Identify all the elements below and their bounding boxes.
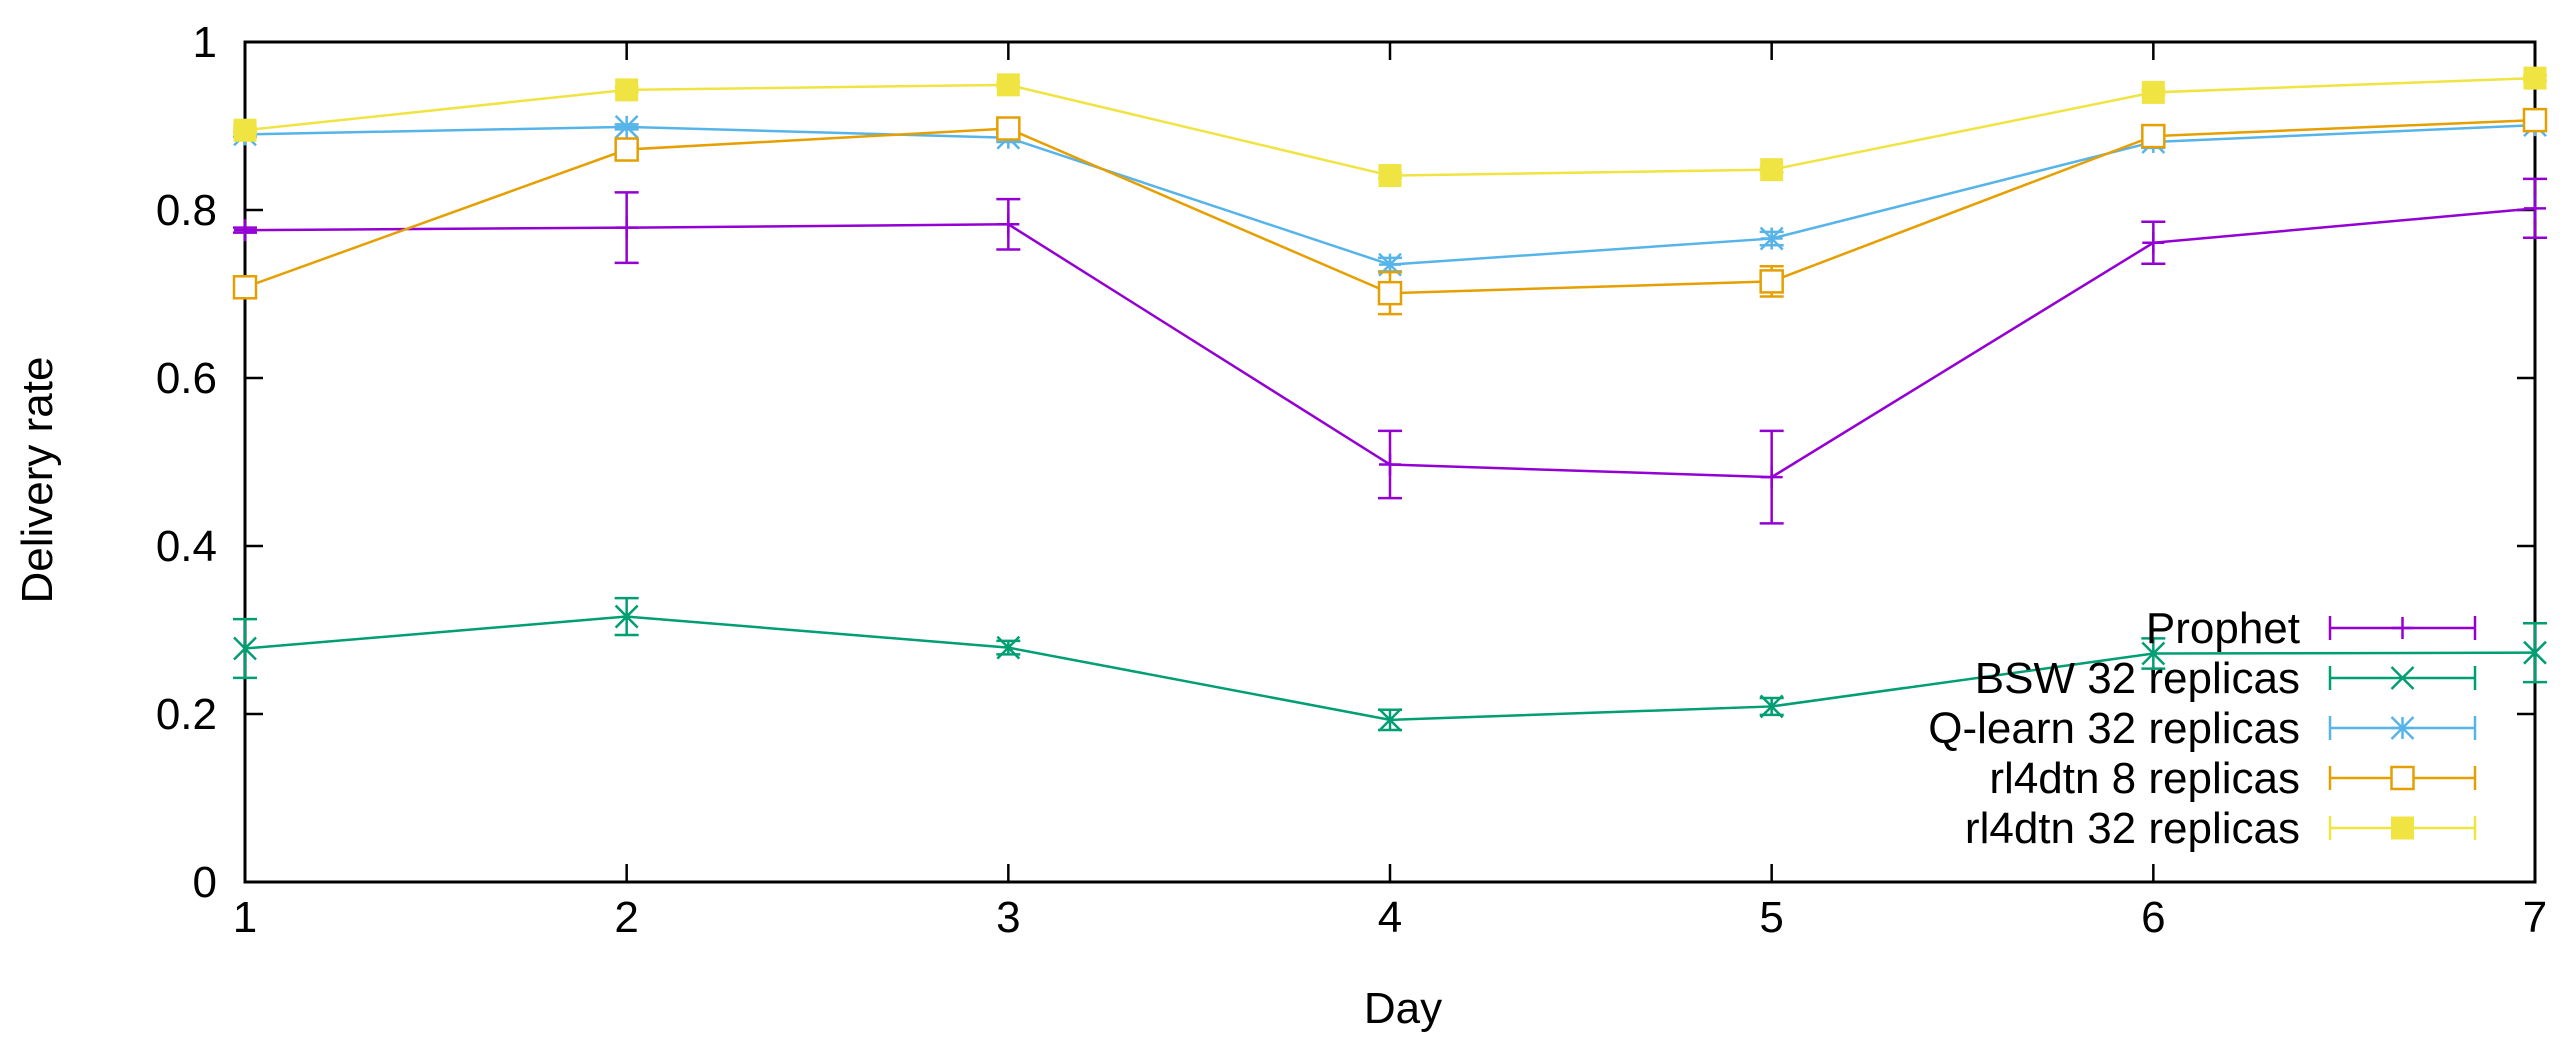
x-axis-title: Day <box>1364 984 1442 1033</box>
data-point <box>615 216 638 239</box>
x-tick-label: 5 <box>1759 893 1783 942</box>
y-tick-label: 0.2 <box>156 690 217 739</box>
marker-stroke <box>614 114 639 139</box>
data-point <box>1760 466 1783 489</box>
legend-label: rl4dtn 32 replicas <box>1965 804 2300 853</box>
data-point <box>614 137 639 162</box>
legend-entry: Prophet <box>2146 604 2477 653</box>
legend-marker <box>2391 617 2414 639</box>
marker-stroke <box>1377 280 1403 306</box>
y-tick-label: 1 <box>193 18 217 67</box>
data-point <box>1377 280 1403 306</box>
marker-stroke <box>1759 694 1784 719</box>
y-tick-label: 0 <box>193 858 217 907</box>
marker-stroke <box>2523 640 2547 665</box>
legend-label: BSW 32 replicas <box>1975 654 2300 703</box>
data-point <box>232 275 258 300</box>
marker-stroke <box>2391 816 2414 840</box>
legend-label: rl4dtn 8 replicas <box>1989 754 2300 803</box>
data-point <box>1379 453 1401 476</box>
data-point <box>1760 158 1784 182</box>
data-point <box>2522 107 2548 133</box>
marker-stroke <box>2141 80 2165 104</box>
marker-stroke <box>2390 666 2415 690</box>
marker-stroke <box>2523 66 2547 90</box>
marker-stroke <box>1760 158 1784 182</box>
marker-stroke <box>2141 641 2166 666</box>
marker-stroke <box>2390 765 2415 791</box>
marker-stroke <box>233 118 257 142</box>
marker-stroke <box>1759 269 1784 294</box>
legend-marker <box>2391 816 2414 840</box>
data-point <box>996 73 1020 97</box>
legend-entry: BSW 32 replicas <box>1975 654 2477 703</box>
x-tick-label: 2 <box>614 893 638 942</box>
legend-entry: rl4dtn 8 replicas <box>1989 754 2477 803</box>
series-rl4dtn-8-replicas <box>232 107 2548 316</box>
series-q-learn-32-replicas <box>233 113 2547 277</box>
series-bsw-32-replicas <box>233 596 2547 732</box>
x-tick-label: 4 <box>1378 893 1402 942</box>
series-rl4dtn-32-replicas <box>233 66 2547 188</box>
data-point <box>1378 707 1402 732</box>
data-point <box>614 604 639 629</box>
marker-stroke <box>614 137 639 162</box>
marker-stroke <box>1378 707 1402 732</box>
data-point <box>996 635 1021 660</box>
data-point <box>1759 226 1784 251</box>
legend-entry: rl4dtn 32 replicas <box>1965 804 2477 853</box>
marker-stroke <box>2390 716 2415 740</box>
y-tick-label: 0.6 <box>156 354 217 403</box>
legend-label: Q-learn 32 replicas <box>1928 704 2300 753</box>
data-point <box>614 114 639 139</box>
data-point <box>2141 641 2166 666</box>
x-tick-label: 6 <box>2141 893 2165 942</box>
legend-marker <box>2390 716 2415 740</box>
series-line <box>244 123 2536 266</box>
marker-stroke <box>1759 226 1784 251</box>
x-tick-label: 1 <box>233 893 257 942</box>
data-point <box>2141 80 2165 104</box>
marker-stroke <box>996 635 1021 660</box>
x-tick-label: 3 <box>996 893 1020 942</box>
data-point <box>1759 269 1784 294</box>
y-axis-title: Delivery rate <box>13 357 62 604</box>
marker-stroke <box>615 78 639 102</box>
data-point <box>234 219 256 242</box>
marker-stroke <box>232 275 258 300</box>
data-point <box>2523 640 2547 665</box>
data-point <box>615 78 639 102</box>
marker-stroke <box>233 636 257 661</box>
legend-marker <box>2390 666 2415 690</box>
marker-stroke <box>996 73 1020 97</box>
series-layer <box>232 66 2548 732</box>
data-point <box>997 213 1020 236</box>
legend-label: Prophet <box>2146 604 2300 653</box>
marker-stroke <box>1378 164 1402 188</box>
data-point <box>1759 694 1784 719</box>
marker-stroke <box>2522 107 2548 133</box>
data-point <box>2141 123 2166 149</box>
legend-entry: Q-learn 32 replicas <box>1928 704 2477 753</box>
data-point <box>996 116 1021 141</box>
marker-stroke <box>2141 123 2166 149</box>
data-point <box>1378 164 1402 188</box>
marker-stroke <box>996 116 1021 141</box>
series-prophet <box>233 177 2547 525</box>
data-point <box>2142 231 2165 254</box>
x-tick-label: 7 <box>2523 893 2547 942</box>
marker-stroke <box>614 604 639 629</box>
data-point <box>233 636 257 661</box>
data-point <box>2524 197 2546 220</box>
axes: 1 2 3 4 5 6 7 0 0.2 0.4 0.6 0.8 1 <box>156 18 2547 942</box>
y-tick-label: 0.4 <box>156 522 217 571</box>
y-tick-label: 0.8 <box>156 186 217 235</box>
data-point <box>233 118 257 142</box>
data-point <box>2523 66 2547 90</box>
legend-marker <box>2390 765 2415 791</box>
